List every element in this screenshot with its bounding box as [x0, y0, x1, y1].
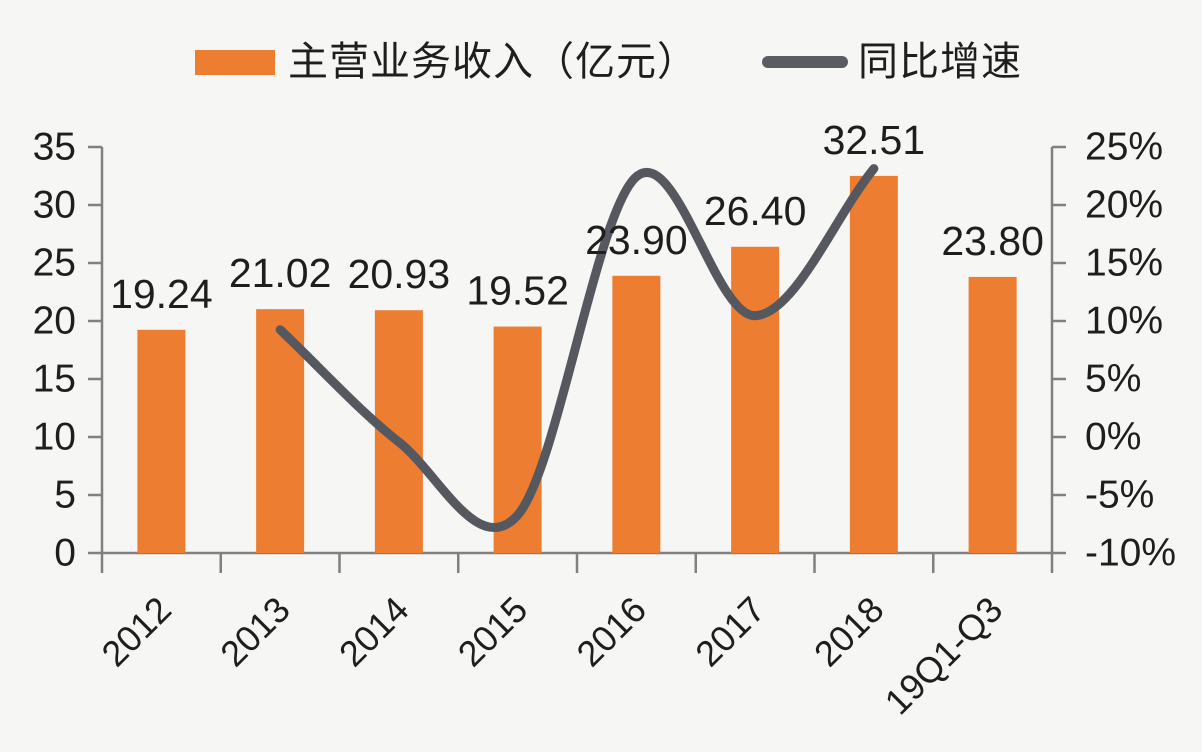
- legend-item-revenue: 主营业务收入（亿元）: [195, 36, 698, 88]
- bar-label-2012: 19.24: [110, 271, 213, 317]
- x-label-2017: 2017: [687, 589, 773, 675]
- y-axis-right-label: 5%: [1085, 358, 1141, 401]
- y-axis-right-label: 10%: [1085, 300, 1163, 343]
- x-label-2013: 2013: [212, 589, 298, 675]
- legend-line-swatch: [762, 56, 848, 68]
- y-axis-left-label: 10: [33, 416, 76, 459]
- bar-2018: [849, 175, 898, 553]
- y-axis-right-label: -5%: [1085, 474, 1154, 517]
- y-axis-right-label: 20%: [1085, 184, 1163, 227]
- y-axis-left-label: 30: [33, 184, 76, 227]
- bar-label-19Q1-Q3: 23.80: [941, 218, 1044, 264]
- legend-label-revenue: 主营业务收入（亿元）: [288, 40, 698, 84]
- y-axis-right-label: 0%: [1085, 416, 1141, 459]
- x-label-2014: 2014: [331, 589, 417, 675]
- y-axis-left-label: 15: [33, 358, 76, 401]
- y-axis-right-label: 15%: [1085, 242, 1163, 285]
- y-axis-left-label: 0: [54, 532, 76, 575]
- bar-label-2014: 20.93: [348, 251, 451, 297]
- legend-bar-swatch: [195, 49, 275, 75]
- bar-label-2018: 32.51: [823, 117, 926, 163]
- bar-label-2017: 26.40: [704, 188, 807, 234]
- bar-2012: [137, 329, 186, 553]
- legend-label-growth: 同比增速: [858, 40, 1022, 84]
- x-label-19Q1-Q3: 19Q1-Q3: [877, 589, 1011, 723]
- bar-2016: [612, 275, 661, 553]
- bar-label-2015: 19.52: [466, 268, 569, 314]
- bar-label-2016: 23.90: [585, 217, 688, 263]
- growth-line: [275, 164, 879, 532]
- bar-2017: [731, 246, 780, 553]
- x-label-2012: 2012: [93, 589, 179, 675]
- x-label-2016: 2016: [568, 589, 654, 675]
- x-label-2015: 2015: [450, 589, 536, 675]
- legend-item-growth: 同比增速: [762, 36, 1022, 88]
- bar-label-2013: 21.02: [229, 250, 332, 296]
- y-axis-right-label: 25%: [1085, 126, 1163, 169]
- y-axis-left-label: 25: [33, 242, 76, 285]
- x-label-2018: 2018: [806, 589, 892, 675]
- y-axis-left-label: 20: [33, 300, 76, 343]
- y-axis-right-label: -10%: [1085, 532, 1176, 575]
- bar-19Q1-Q3: [968, 276, 1017, 553]
- y-axis-left-label: 35: [33, 126, 76, 169]
- y-axis-left-label: 5: [54, 474, 76, 517]
